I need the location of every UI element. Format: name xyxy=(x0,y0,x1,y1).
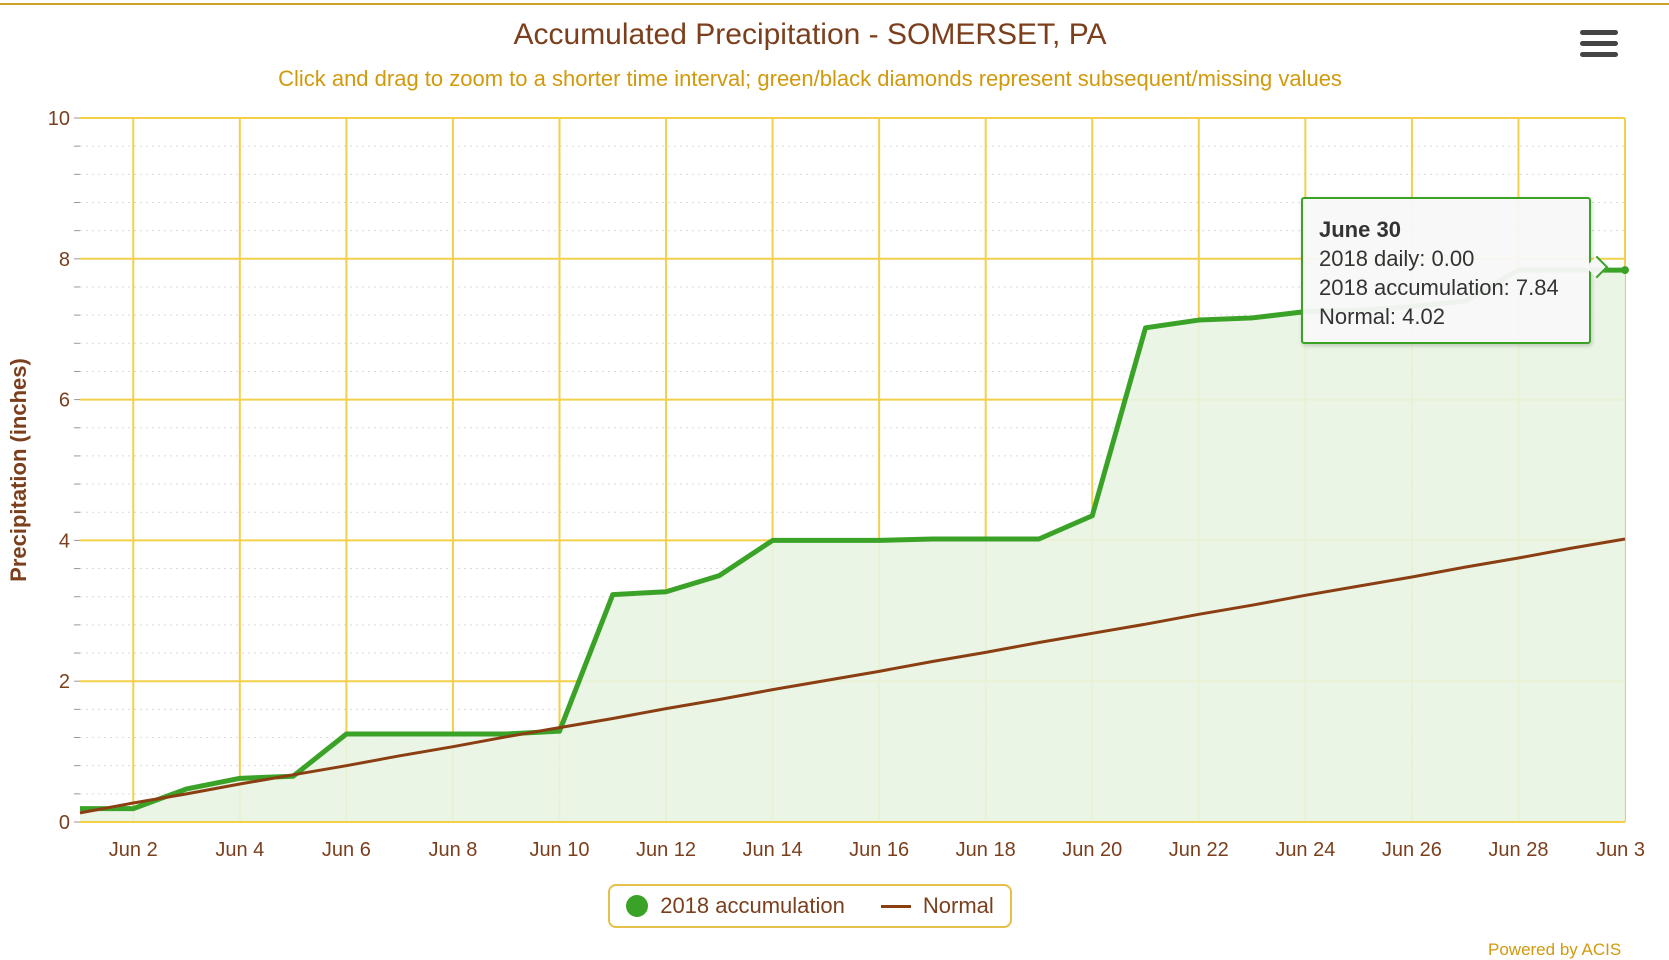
x-tick-label: Jun 6 xyxy=(322,839,371,861)
normal-point xyxy=(717,698,721,702)
tooltip-daily: 2018 daily: 0.00 xyxy=(1319,246,1475,271)
x-tick-label: Jun 20 xyxy=(1062,839,1122,861)
accumulation-point xyxy=(717,573,722,578)
accumulation-point xyxy=(1250,315,1255,320)
normal-point xyxy=(344,764,348,768)
x-tick-label: Jun 22 xyxy=(1169,839,1229,861)
normal-point xyxy=(664,707,668,711)
normal-point xyxy=(185,792,189,796)
legend-circle-icon xyxy=(626,895,649,917)
normal-point xyxy=(930,659,934,663)
normal-point xyxy=(1090,631,1094,635)
legend-line-icon xyxy=(880,904,911,908)
credits-link[interactable]: Powered by ACIS xyxy=(1488,940,1622,959)
normal-point xyxy=(824,678,828,682)
accumulation-point xyxy=(664,589,669,594)
menu-bar xyxy=(1580,52,1618,57)
accumulation-point xyxy=(770,538,775,543)
normal-point xyxy=(238,782,242,786)
menu-bar xyxy=(1580,30,1618,35)
legend-item-accumulation[interactable]: 2018 accumulation xyxy=(626,893,845,919)
x-tick-label: Jun 24 xyxy=(1275,839,1335,861)
x-tick-label: Jun 3 xyxy=(1596,839,1645,861)
legend-label-normal: Normal xyxy=(922,893,994,918)
normal-point xyxy=(451,745,455,749)
x-tick-label: Jun 26 xyxy=(1382,839,1442,861)
x-tick-label: Jun 10 xyxy=(529,839,589,861)
accumulation-point xyxy=(237,776,242,781)
accumulation-point xyxy=(1143,325,1148,330)
accumulation-point xyxy=(131,806,136,811)
accumulation-point xyxy=(78,806,83,811)
normal-point xyxy=(1250,603,1254,607)
x-tick-label: Jun 12 xyxy=(636,839,696,861)
series-layer xyxy=(78,266,1629,823)
accumulation-point xyxy=(450,732,455,737)
normal-point xyxy=(1516,556,1520,560)
normal-point xyxy=(131,801,135,805)
accumulation-point xyxy=(983,536,988,541)
normal-point xyxy=(1357,584,1361,588)
x-tick-label: Jun 18 xyxy=(956,839,1016,861)
normal-point xyxy=(1463,565,1467,569)
normal-point xyxy=(78,811,82,815)
tooltip-date: June 30 xyxy=(1319,217,1401,242)
x-tick-label: Jun 28 xyxy=(1488,839,1548,861)
chart-legend: 2018 accumulation Normal xyxy=(608,884,1012,928)
accumulation-point xyxy=(1090,513,1095,518)
y-tick-label: 2 xyxy=(59,671,70,693)
x-tick-label: Jun 16 xyxy=(849,839,909,861)
normal-line xyxy=(79,537,1626,815)
legend-item-normal[interactable]: Normal xyxy=(880,893,994,919)
x-tick-label: Jun 14 xyxy=(743,839,803,861)
tooltip-normal: Normal: 4.02 xyxy=(1319,304,1445,329)
accumulation-point xyxy=(397,732,402,737)
normal-point xyxy=(611,717,615,721)
hamburger-menu-icon[interactable] xyxy=(1580,30,1618,64)
normal-point xyxy=(557,726,561,730)
normal-point xyxy=(1410,575,1414,579)
axes: 0 2 4 6 8 10 Jun 2 Jun 4 Jun 6 Jun 8 Jun 10 Jun 12 J… xyxy=(48,108,1645,861)
normal-point xyxy=(1144,622,1148,626)
y-tick-label: 8 xyxy=(59,249,70,271)
y-tick-label: 6 xyxy=(59,390,70,412)
normal-point xyxy=(1197,612,1201,616)
legend-label-accumulation: 2018 accumulation xyxy=(660,893,845,918)
normal-point xyxy=(984,650,988,654)
normal-point xyxy=(398,754,402,758)
normal-point xyxy=(1303,593,1307,597)
tooltip-accumulation: 2018 accumulation: 7.84 xyxy=(1319,275,1559,300)
y-axis-title: Precipitation (inches) xyxy=(6,358,31,582)
accumulation-point xyxy=(184,786,189,791)
normal-point xyxy=(771,688,775,692)
y-tick-label: 4 xyxy=(59,530,70,552)
accumulation-area xyxy=(80,270,1625,823)
normal-point xyxy=(1037,640,1041,644)
chart-subtitle: Click and drag to zoom to a shorter time… xyxy=(278,66,1342,91)
normal-point xyxy=(291,773,295,777)
data-tooltip: June 30 2018 daily: 0.00 2018 accumulati… xyxy=(1301,197,1591,344)
y-tick-label: 0 xyxy=(59,812,70,834)
accumulation-point xyxy=(1196,318,1201,323)
y-tick-label: 10 xyxy=(48,108,70,130)
menu-bar xyxy=(1580,41,1618,46)
accumulation-point xyxy=(823,538,828,543)
normal-point xyxy=(877,669,881,673)
accumulation-point xyxy=(930,536,935,541)
chart-title: Accumulated Precipitation - SOMERSET, PA xyxy=(513,18,1107,51)
accumulation-point xyxy=(610,592,615,597)
normal-point xyxy=(1623,537,1627,541)
top-divider xyxy=(0,3,1669,5)
accumulation-point xyxy=(877,538,882,543)
accumulation-point xyxy=(1036,536,1041,541)
normal-point xyxy=(504,735,508,739)
x-tick-label: Jun 2 xyxy=(109,839,158,861)
hover-marker xyxy=(1621,266,1629,275)
normal-point xyxy=(1570,546,1574,550)
x-tick-label: Jun 8 xyxy=(428,839,477,861)
x-tick-label: Jun 4 xyxy=(215,839,264,861)
accumulation-point xyxy=(344,732,349,737)
